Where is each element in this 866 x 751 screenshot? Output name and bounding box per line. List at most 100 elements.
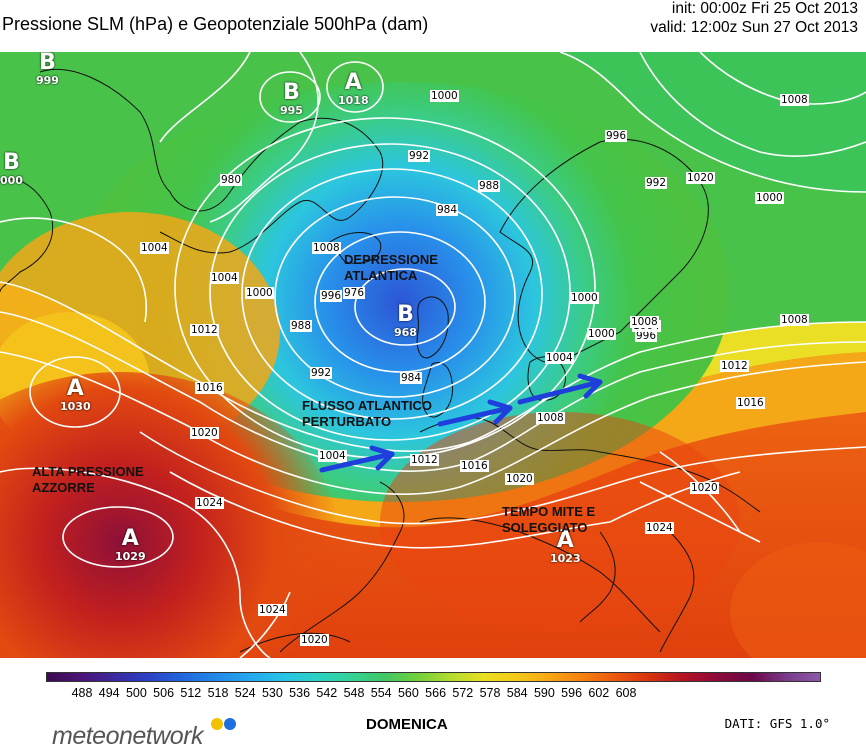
isobar-value-label: 984 [400, 372, 423, 384]
chart-title: Pressione SLM (hPa) e Geopotenziale 500h… [2, 14, 429, 34]
isobar-value-label: 996 [605, 130, 628, 142]
scale-tick-label: 518 [207, 686, 229, 700]
isobar-value-label: 1000 [430, 90, 459, 102]
center-letter: B [39, 52, 56, 75]
center-value: 000 [0, 174, 23, 187]
scale-tick-label: 542 [316, 686, 338, 700]
center-letter: B [3, 150, 20, 175]
wind-arrows [319, 373, 603, 473]
center-high-4: A 1023 [550, 530, 581, 566]
center-value: 1023 [550, 552, 581, 565]
scale-tick-label: 494 [98, 686, 120, 700]
center-high-1: A 1018 [338, 70, 369, 108]
isobar-value-label: 992 [310, 367, 333, 379]
annotation-alta: ALTA PRESSIONE AZZORRE [32, 464, 144, 495]
scale-tick-label: 512 [180, 686, 202, 700]
isobar-value-label: 1020 [300, 634, 329, 646]
center-low-2: B 995 [280, 80, 303, 118]
isobar-value-label: 1008 [630, 316, 659, 328]
isobar-value-label: 992 [408, 150, 431, 162]
scale-tick-label: 572 [452, 686, 474, 700]
center-letter: A [344, 70, 362, 95]
brand-logo: meteonetwork [52, 722, 204, 750]
center-value: 968 [394, 326, 417, 339]
isobar-value-label: 1008 [780, 314, 809, 326]
center-low-4: B 968 [394, 302, 417, 340]
isobar-value-label: 1012 [410, 454, 439, 466]
center-high-2: A 1030 [60, 376, 91, 414]
isobar-value-label: 1020 [190, 427, 219, 439]
data-source: DATI: GFS 1.0° [724, 716, 830, 731]
center-letter: B [283, 80, 300, 105]
isobar-value-label: 1004 [318, 450, 347, 462]
annotation-flusso: FLUSSO ATLANTICO PERTURBATO [302, 398, 432, 429]
center-high-3: A 1029 [115, 526, 146, 564]
scale-tick-label: 566 [425, 686, 447, 700]
isobar-value-label: 980 [220, 174, 243, 186]
center-value: 1030 [60, 400, 91, 413]
isobar-value-label: 996 [635, 330, 658, 342]
arrow-1 [319, 451, 395, 473]
center-value: 999 [36, 74, 59, 87]
annotation-depressione: DEPRESSIONE ATLANTICA [344, 252, 438, 283]
isobar-value-label: 1000 [755, 192, 784, 204]
isobar-value-label: 1020 [505, 473, 534, 485]
center-value: 1018 [338, 94, 369, 107]
isobar-value-label: 1004 [210, 272, 239, 284]
isobar-value-label: 1008 [780, 94, 809, 106]
isobar-value-label: 976 [343, 287, 366, 299]
isobar-value-label: 1024 [258, 604, 287, 616]
brand-dot-yellow [211, 718, 223, 730]
day-label: DOMENICA [366, 716, 448, 733]
center-letter: A [121, 526, 139, 551]
isobar-value-label: 984 [436, 204, 459, 216]
scale-tick-label: 596 [561, 686, 583, 700]
isobar-value-label: 1004 [545, 352, 574, 364]
scale-tick-label: 602 [588, 686, 610, 700]
brand-dot-blue [224, 718, 236, 730]
scale-tick-label: 590 [533, 686, 555, 700]
arrow-3 [517, 379, 603, 405]
init-time: init: 00:00z Fri 25 Oct 2013 [671, 0, 858, 17]
isobar-value-label: 988 [290, 320, 313, 332]
center-low-1: B 999 [36, 52, 59, 87]
annotation-tempo: TEMPO MITE E SOLEGGIATO [502, 504, 596, 535]
isobar-value-label: 1012 [190, 324, 219, 336]
scale-tick-label: 584 [506, 686, 528, 700]
scale-tick-label: 524 [234, 686, 256, 700]
isobar-value-label: 1016 [460, 460, 489, 472]
scale-tick-label: 548 [343, 686, 365, 700]
center-letter: A [66, 376, 84, 401]
isobar-value-label: 1000 [587, 328, 616, 340]
scale-tick-label: 560 [397, 686, 419, 700]
weather-map: B 999 B 995 A 1018 B 000 B 968 A 1030 A … [0, 52, 866, 658]
scale-tick-label: 536 [289, 686, 311, 700]
center-value: 1029 [115, 550, 146, 563]
center-letter: B [397, 302, 414, 327]
center-low-3: B 000 [0, 150, 23, 188]
isobar-value-label: 1016 [195, 382, 224, 394]
isobar-value-label: 1016 [736, 397, 765, 409]
scale-tick-label: 608 [615, 686, 637, 700]
arrow-2 [437, 405, 513, 427]
scale-tick-label: 500 [125, 686, 147, 700]
center-value: 995 [280, 104, 303, 117]
color-scale-bar [46, 672, 821, 682]
map-svg [0, 52, 866, 658]
isobar-value-label: 988 [478, 180, 501, 192]
isobar-value-label: 992 [645, 177, 668, 189]
scale-tick-label: 530 [261, 686, 283, 700]
scale-tick-label: 578 [479, 686, 501, 700]
isobar-value-label: 1000 [570, 292, 599, 304]
isobar-value-label: 1008 [312, 242, 341, 254]
isobar-value-label: 1008 [536, 412, 565, 424]
isobar-value-label: 1024 [195, 497, 224, 509]
isobar-value-label: 1024 [645, 522, 674, 534]
isobar-value-label: 1020 [686, 172, 715, 184]
valid-time: valid: 12:00z Sun 27 Oct 2013 [650, 19, 858, 36]
scale-tick-label: 554 [370, 686, 392, 700]
isobar-value-label: 996 [320, 290, 343, 302]
isobar-value-label: 1000 [245, 287, 274, 299]
scale-tick-label: 506 [153, 686, 175, 700]
color-scale-labels: 488 494 500 506 512 518 524 530 536 542 548 554 560 5… [46, 686, 821, 704]
